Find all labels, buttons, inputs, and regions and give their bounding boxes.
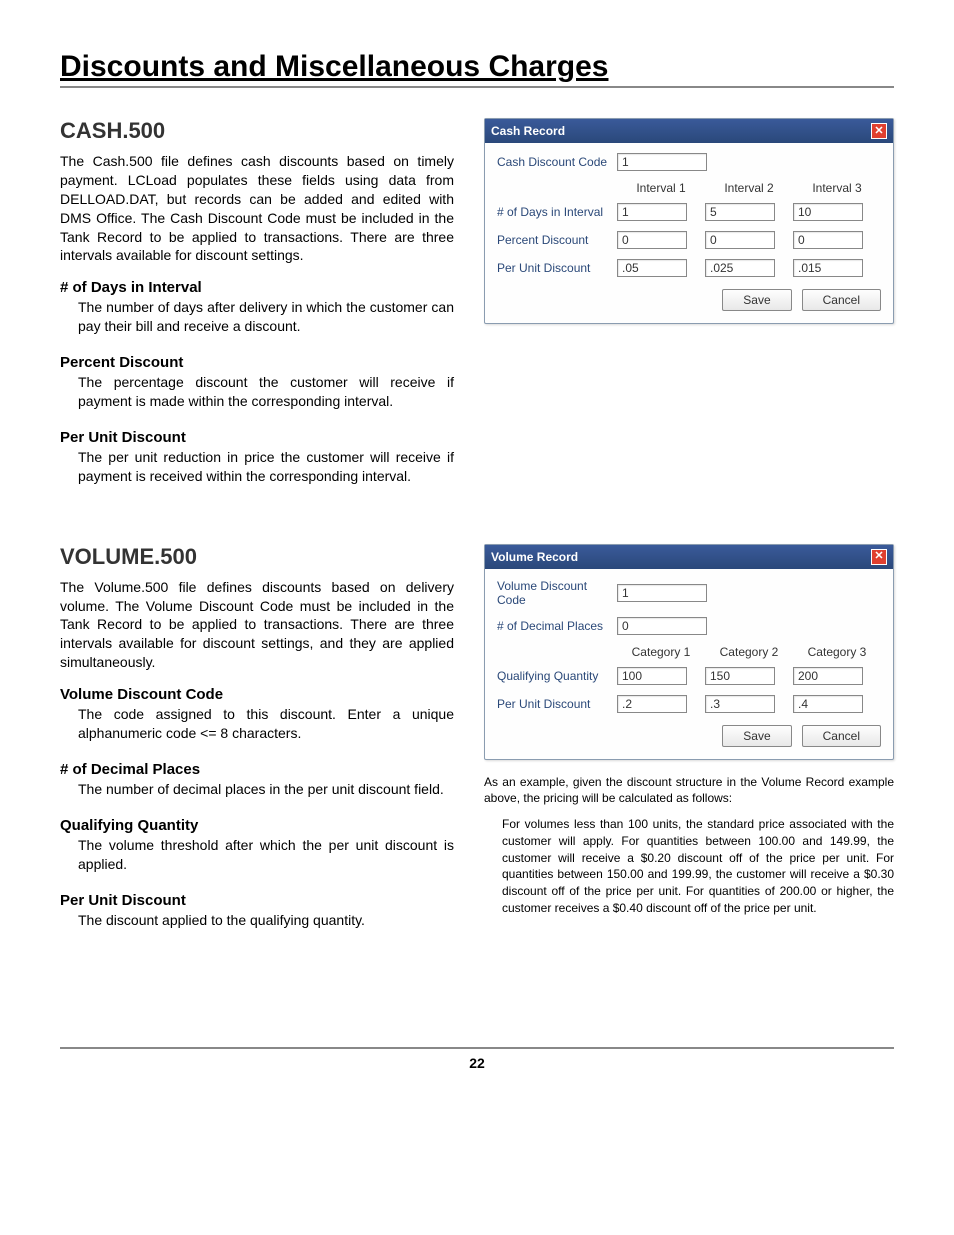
- volume-decimals-row-label: # of Decimal Places: [497, 619, 617, 633]
- volume-dialog-body: Volume Discount Code # of Decimal Places…: [485, 569, 893, 759]
- volume-decimals-desc: The number of decimal places in the per …: [78, 780, 454, 799]
- cash-code-label: Cash Discount Code: [497, 155, 617, 169]
- cash-col-header-1: Interval 1: [617, 181, 705, 195]
- cash-col-header-3: Interval 3: [793, 181, 881, 195]
- cash-dialog-title: Cash Record: [491, 124, 565, 138]
- volume-left-column: VOLUME.500 The Volume.500 file defines d…: [60, 544, 454, 948]
- cash-perunit-label: Per Unit Discount: [60, 429, 454, 446]
- volume-example-detail: For volumes less than 100 units, the sta…: [502, 816, 894, 917]
- cash-section: CASH.500 The Cash.500 file defines cash …: [60, 118, 894, 504]
- page-number: 22: [469, 1055, 485, 1071]
- cash-right-column: Cash Record ✕ Cash Discount Code Interva…: [484, 118, 894, 504]
- volume-qty-input-2[interactable]: [705, 667, 775, 685]
- volume-code-label: Volume Discount Code: [60, 686, 454, 703]
- cash-days-input-2[interactable]: [705, 203, 775, 221]
- volume-perunit-input-2[interactable]: [705, 695, 775, 713]
- volume-intro: The Volume.500 file defines discounts ba…: [60, 578, 454, 672]
- volume-code-row-label: Volume Discount Code: [497, 579, 617, 607]
- volume-save-button[interactable]: Save: [722, 725, 791, 747]
- cash-record-dialog: Cash Record ✕ Cash Discount Code Interva…: [484, 118, 894, 324]
- volume-qty-input-1[interactable]: [617, 667, 687, 685]
- cash-perunit-input-1[interactable]: [617, 259, 687, 277]
- volume-perunit-input-3[interactable]: [793, 695, 863, 713]
- volume-decimals-label: # of Decimal Places: [60, 761, 454, 778]
- volume-example-intro: As an example, given the discount struct…: [484, 774, 894, 806]
- cash-perunit-input-3[interactable]: [793, 259, 863, 277]
- cash-percent-input-1[interactable]: [617, 231, 687, 249]
- cash-percent-desc: The percentage discount the customer wil…: [78, 373, 454, 411]
- main-title: Discounts and Miscellaneous Charges: [60, 50, 894, 88]
- cash-days-desc: The number of days after delivery in whi…: [78, 298, 454, 336]
- cash-intro: The Cash.500 file defines cash discounts…: [60, 152, 454, 265]
- volume-qty-input-3[interactable]: [793, 667, 863, 685]
- page-footer: 22: [60, 1047, 894, 1071]
- volume-heading: VOLUME.500: [60, 544, 454, 570]
- cash-dialog-body: Cash Discount Code Interval 1 Interval 2…: [485, 143, 893, 323]
- cash-percent-label: Percent Discount: [60, 354, 454, 371]
- volume-col-header-2: Category 2: [705, 645, 793, 659]
- volume-dialog-titlebar: Volume Record ✕: [485, 545, 893, 569]
- cash-percent-row-label: Percent Discount: [497, 233, 617, 247]
- volume-col-header-3: Category 3: [793, 645, 881, 659]
- cash-cancel-button[interactable]: Cancel: [802, 289, 881, 311]
- cash-heading: CASH.500: [60, 118, 454, 144]
- cash-days-input-3[interactable]: [793, 203, 863, 221]
- volume-decimals-input[interactable]: [617, 617, 707, 635]
- cash-perunit-desc: The per unit reduction in price the cust…: [78, 448, 454, 486]
- volume-code-desc: The code assigned to this discount. Ente…: [78, 705, 454, 743]
- volume-col-header-1: Category 1: [617, 645, 705, 659]
- cash-percent-input-2[interactable]: [705, 231, 775, 249]
- volume-dialog-title: Volume Record: [491, 550, 578, 564]
- volume-record-dialog: Volume Record ✕ Volume Discount Code # o…: [484, 544, 894, 760]
- volume-perunit-row-label: Per Unit Discount: [497, 697, 617, 711]
- cash-save-button[interactable]: Save: [722, 289, 791, 311]
- volume-section: VOLUME.500 The Volume.500 file defines d…: [60, 544, 894, 948]
- cash-col-header-2: Interval 2: [705, 181, 793, 195]
- volume-right-column: Volume Record ✕ Volume Discount Code # o…: [484, 544, 894, 948]
- volume-perunit-label: Per Unit Discount: [60, 892, 454, 909]
- close-icon[interactable]: ✕: [871, 123, 887, 139]
- volume-perunit-input-1[interactable]: [617, 695, 687, 713]
- cash-days-label: # of Days in Interval: [60, 279, 454, 296]
- volume-code-input[interactable]: [617, 584, 707, 602]
- cash-code-input[interactable]: [617, 153, 707, 171]
- volume-cancel-button[interactable]: Cancel: [802, 725, 881, 747]
- cash-percent-input-3[interactable]: [793, 231, 863, 249]
- volume-qty-desc: The volume threshold after which the per…: [78, 836, 454, 874]
- volume-qty-label: Qualifying Quantity: [60, 817, 454, 834]
- cash-days-row-label: # of Days in Interval: [497, 205, 617, 219]
- volume-perunit-desc: The discount applied to the qualifying q…: [78, 911, 454, 930]
- cash-left-column: CASH.500 The Cash.500 file defines cash …: [60, 118, 454, 504]
- cash-perunit-row-label: Per Unit Discount: [497, 261, 617, 275]
- cash-dialog-titlebar: Cash Record ✕: [485, 119, 893, 143]
- cash-perunit-input-2[interactable]: [705, 259, 775, 277]
- volume-qty-row-label: Qualifying Quantity: [497, 669, 617, 683]
- cash-days-input-1[interactable]: [617, 203, 687, 221]
- close-icon[interactable]: ✕: [871, 549, 887, 565]
